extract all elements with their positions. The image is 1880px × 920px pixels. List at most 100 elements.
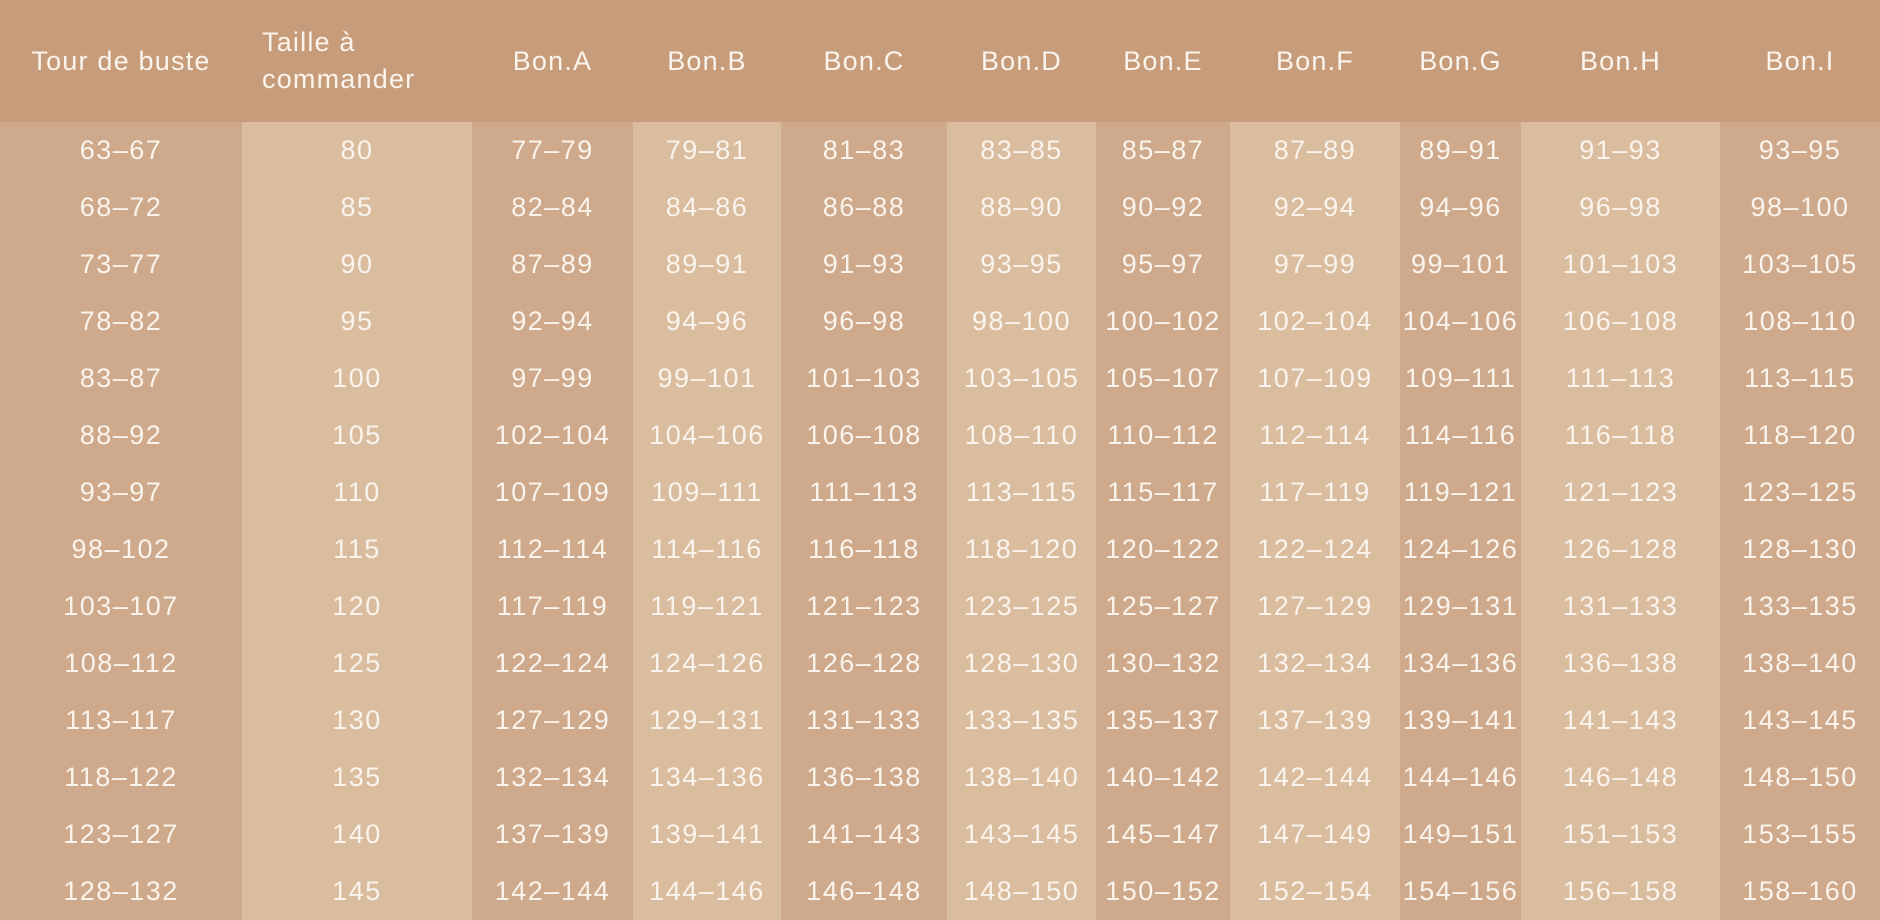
table-row: 128–132 145 142–144 144–146 146–148 148–150 15…: [0, 863, 1880, 920]
size-cell: 129–131: [633, 692, 781, 749]
size-cell: 117–119: [1230, 464, 1400, 521]
size-cell: 145–147: [1096, 806, 1230, 863]
size-cell: 121–123: [1521, 464, 1720, 521]
size-cell: 133–135: [1720, 578, 1880, 635]
column-header-label: Bon.E: [1123, 45, 1203, 76]
size-cell: 97–99: [472, 350, 633, 407]
size-cell: 107–109: [1230, 350, 1400, 407]
size-cell: 139–141: [1400, 692, 1521, 749]
size-cell: 118–120: [1720, 407, 1880, 464]
size-cell: 120–122: [1096, 521, 1230, 578]
size-cell: 126–128: [1521, 521, 1720, 578]
size-cell: 108–110: [947, 407, 1096, 464]
size-cell: 86–88: [781, 179, 947, 236]
size-cell: 92–94: [472, 293, 633, 350]
size-cell: 153–155: [1720, 806, 1880, 863]
column-header-label: Bon.H: [1579, 45, 1662, 76]
size-cell: 127–129: [472, 692, 633, 749]
size-cell: 132–134: [472, 749, 633, 806]
size-cell: 130: [242, 692, 472, 749]
size-cell: 127–129: [1230, 578, 1400, 635]
column-header-taille-a-commander: Taille à commander: [242, 0, 472, 122]
size-cell: 103–107: [0, 578, 242, 635]
size-cell: 124–126: [1400, 521, 1521, 578]
size-cell: 99–101: [633, 350, 781, 407]
column-header-label: Bon.F: [1275, 45, 1355, 76]
table-body: 63–67 80 77–79 79–81 81–83 83–85 85–87 87–89 89–…: [0, 122, 1880, 920]
size-cell: 128–130: [947, 635, 1096, 692]
size-cell: 80: [242, 122, 472, 179]
size-cell: 114–116: [1400, 407, 1521, 464]
size-cell: 82–84: [472, 179, 633, 236]
size-cell: 134–136: [633, 749, 781, 806]
size-cell: 146–148: [781, 863, 947, 920]
column-header-bon-e: Bon.E: [1096, 0, 1230, 122]
column-header-label: Taille à commander: [262, 27, 416, 94]
size-cell: 140: [242, 806, 472, 863]
column-header-bon-a: Bon.A: [472, 0, 633, 122]
size-cell: 102–104: [472, 407, 633, 464]
size-cell: 148–150: [947, 863, 1096, 920]
size-cell: 136–138: [781, 749, 947, 806]
column-header-label: Bon.I: [1765, 45, 1835, 76]
table-row: 83–87 100 97–99 99–101 101–103 103–105 105–107…: [0, 350, 1880, 407]
size-cell: 110: [242, 464, 472, 521]
size-cell: 98–102: [0, 521, 242, 578]
size-cell: 156–158: [1521, 863, 1720, 920]
size-cell: 150–152: [1096, 863, 1230, 920]
column-header-label: Bon.D: [980, 45, 1063, 76]
size-cell: 144–146: [1400, 749, 1521, 806]
size-cell: 113–115: [947, 464, 1096, 521]
size-cell: 133–135: [947, 692, 1096, 749]
size-cell: 138–140: [947, 749, 1096, 806]
size-cell: 117–119: [472, 578, 633, 635]
table-row: 63–67 80 77–79 79–81 81–83 83–85 85–87 87–89 89–…: [0, 122, 1880, 179]
column-header-label: Bon.B: [667, 45, 747, 76]
size-cell: 103–105: [947, 350, 1096, 407]
size-cell: 113–115: [1720, 350, 1880, 407]
size-cell: 96–98: [1521, 179, 1720, 236]
size-cell: 93–95: [947, 236, 1096, 293]
size-cell: 100: [242, 350, 472, 407]
column-header-bon-h: Bon.H: [1521, 0, 1720, 122]
size-cell: 118–122: [0, 749, 242, 806]
size-cell: 144–146: [633, 863, 781, 920]
size-cell: 135–137: [1096, 692, 1230, 749]
size-cell: 92–94: [1230, 179, 1400, 236]
size-cell: 143–145: [1720, 692, 1880, 749]
size-cell: 135: [242, 749, 472, 806]
table-row: 93–97 110 107–109 109–111 111–113 113–115 115–…: [0, 464, 1880, 521]
size-cell: 129–131: [1400, 578, 1521, 635]
column-header-bon-d: Bon.D: [947, 0, 1096, 122]
size-cell: 138–140: [1720, 635, 1880, 692]
size-cell: 68–72: [0, 179, 242, 236]
size-cell: 119–121: [1400, 464, 1521, 521]
size-cell: 89–91: [1400, 122, 1521, 179]
size-cell: 93–97: [0, 464, 242, 521]
size-cell: 137–139: [1230, 692, 1400, 749]
size-cell: 130–132: [1096, 635, 1230, 692]
size-cell: 113–117: [0, 692, 242, 749]
size-cell: 96–98: [781, 293, 947, 350]
table-header: Tour de buste Taille à commander Bon.A B…: [0, 0, 1880, 122]
size-cell: 131–133: [1521, 578, 1720, 635]
table-row: 98–102 115 112–114 114–116 116–118 118–120 120…: [0, 521, 1880, 578]
size-cell: 98–100: [1720, 179, 1880, 236]
size-cell: 77–79: [472, 122, 633, 179]
size-cell: 112–114: [472, 521, 633, 578]
table-row: 78–82 95 92–94 94–96 96–98 98–100 100–102 102–1…: [0, 293, 1880, 350]
size-cell: 132–134: [1230, 635, 1400, 692]
size-cell: 131–133: [781, 692, 947, 749]
size-cell: 85: [242, 179, 472, 236]
size-cell: 115: [242, 521, 472, 578]
size-cell: 123–127: [0, 806, 242, 863]
size-cell: 121–123: [781, 578, 947, 635]
size-cell: 101–103: [1521, 236, 1720, 293]
size-cell: 136–138: [1521, 635, 1720, 692]
size-cell: 137–139: [472, 806, 633, 863]
size-cell: 141–143: [1521, 692, 1720, 749]
size-cell: 73–77: [0, 236, 242, 293]
size-cell: 108–112: [0, 635, 242, 692]
column-header-bon-g: Bon.G: [1400, 0, 1521, 122]
